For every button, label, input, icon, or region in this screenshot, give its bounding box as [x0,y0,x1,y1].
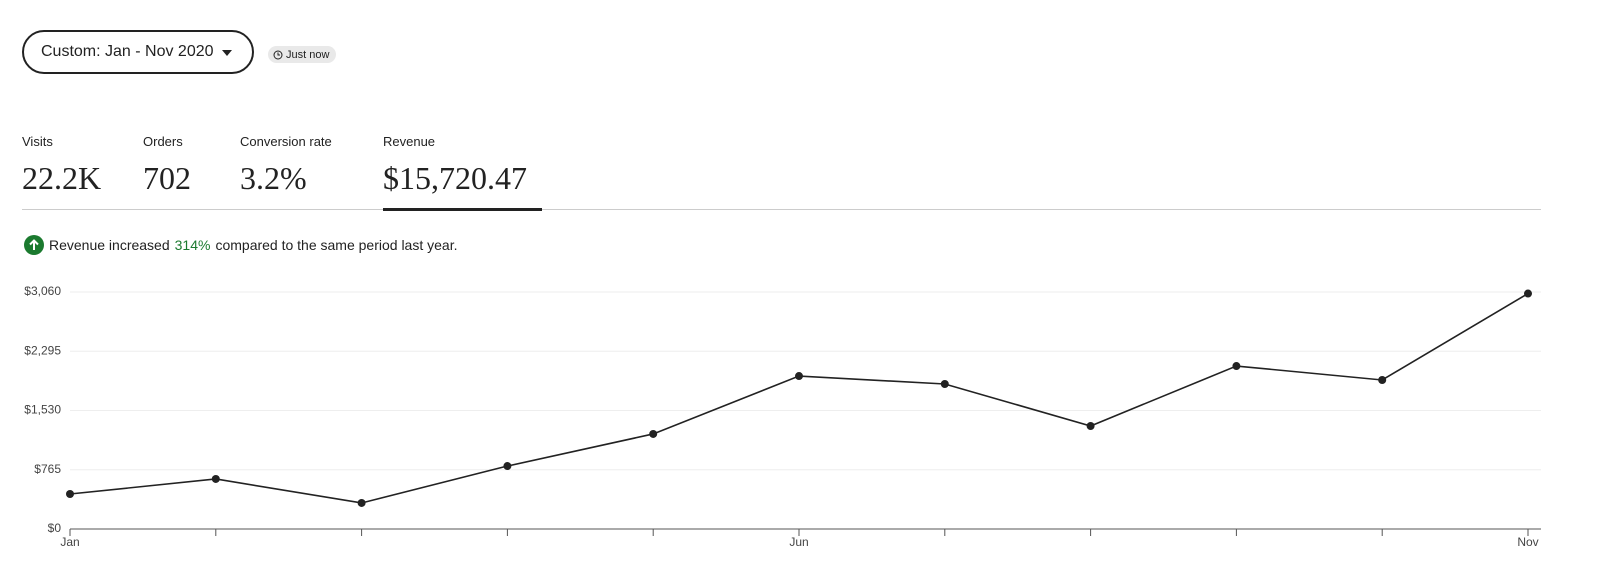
date-range-button[interactable]: Custom: Jan - Nov 2020 [22,30,254,74]
y-tick-label: $2,295 [24,343,61,357]
insight-text: Revenue increased [49,237,170,253]
point [795,372,803,381]
x-tick-label: Nov [1517,535,1538,549]
y-tick-label: $0 [48,521,62,535]
line [69,292,1529,504]
clock-icon [273,50,283,59]
point [1232,362,1241,371]
point [649,429,658,438]
metric-label[interactable]: Orders [143,134,183,149]
x-tick-label: Jan [60,535,79,549]
caret-icon [221,50,232,56]
metric-label[interactable]: Conversion rate [240,134,332,149]
point [211,474,220,483]
metric-value[interactable]: 3.2% [240,160,307,196]
date-range-text: Custom: Jan - Nov 2020 [41,43,214,60]
insight-highlight: 314% [174,237,211,253]
y-tick-label: $765 [34,462,61,476]
insight: Revenue increased 314% compared to the s… [24,235,457,255]
point [1524,289,1532,298]
x-tick-label: Jun [789,535,808,549]
point [503,462,512,471]
point [66,489,74,498]
up-arrow-icon [24,235,44,255]
point [1086,421,1095,430]
point [357,498,366,507]
badge-text: Just now [286,48,330,61]
tab-rule [22,209,1541,210]
point [940,380,949,389]
refresh-badge: Just now [268,46,337,63]
point [1378,375,1387,384]
y-tick-label: $1,530 [24,403,61,417]
insight-text: compared to the same period last year. [215,237,458,253]
metric-value[interactable]: 702 [143,160,191,196]
y-tick-label: $3,060 [24,284,61,298]
metric-value[interactable]: 22.2K [22,160,102,196]
active-tab-indicator [383,208,542,211]
metric-value[interactable]: $15,720.47 [383,160,527,196]
metric-label[interactable]: Revenue [383,134,436,149]
metric-label[interactable]: Visits [22,134,53,149]
